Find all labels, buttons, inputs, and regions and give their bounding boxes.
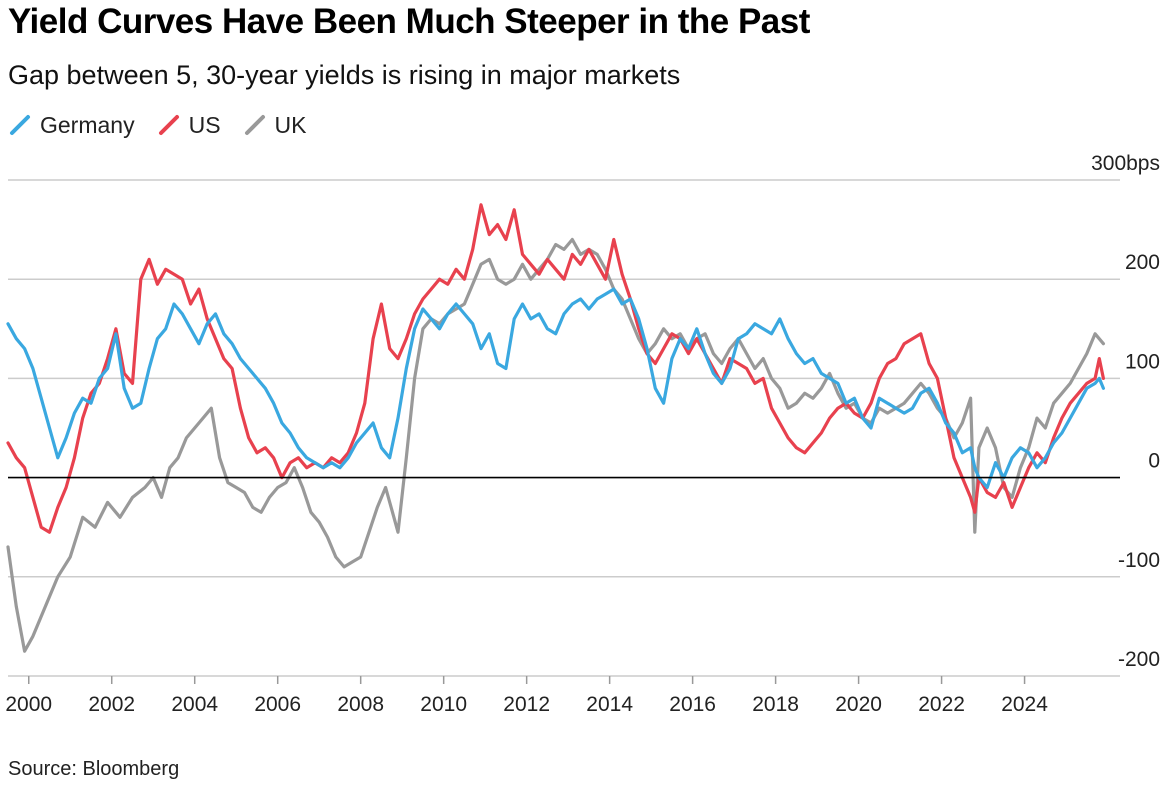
x-tick-label: 2016 (669, 693, 716, 716)
x-tick-label: 2018 (752, 693, 799, 716)
y-tick-label: 100 (1125, 350, 1160, 373)
x-tick-label: 2008 (337, 693, 384, 716)
legend-item-uk: UK (243, 112, 307, 139)
x-tick-label: 2004 (171, 693, 218, 716)
y-tick-label: -100 (1118, 549, 1160, 572)
x-tick-label: 2014 (586, 693, 633, 716)
legend-item-germany: Germany (8, 112, 135, 139)
legend-swatch-icon (244, 115, 265, 135)
x-tick-label: 2010 (420, 693, 467, 716)
series-line-us (6, 203, 1105, 534)
chart-title: Yield Curves Have Been Much Steeper in t… (8, 2, 810, 41)
x-tick-label: 2012 (503, 693, 550, 716)
series-line-uk (6, 237, 1105, 653)
legend-label: US (188, 111, 221, 138)
y-tick-label: 300bps (1091, 152, 1160, 175)
chart-subtitle: Gap between 5, 30-year yields is rising … (8, 60, 681, 90)
legend-swatch-icon (10, 115, 30, 135)
x-tick-label: 2022 (918, 693, 965, 716)
series-line-germany (6, 287, 1105, 490)
legend-swatch-icon (158, 115, 179, 135)
chart-source: Source: Bloomberg (8, 758, 180, 780)
y-tick-label: 200 (1125, 251, 1160, 274)
legend-label: UK (274, 111, 307, 138)
chart-legend: Germany US UK (8, 110, 329, 140)
x-tick-label: 2024 (1001, 693, 1048, 716)
y-tick-label: -200 (1118, 648, 1160, 671)
x-tick-label: 2002 (88, 693, 135, 716)
legend-label: Germany (40, 111, 135, 138)
y-tick-label: 0 (1148, 450, 1160, 473)
x-tick-label: 2020 (835, 693, 882, 716)
x-tick-label: 2000 (5, 693, 52, 716)
legend-item-us: US (157, 112, 221, 139)
x-tick-label: 2006 (254, 693, 301, 716)
